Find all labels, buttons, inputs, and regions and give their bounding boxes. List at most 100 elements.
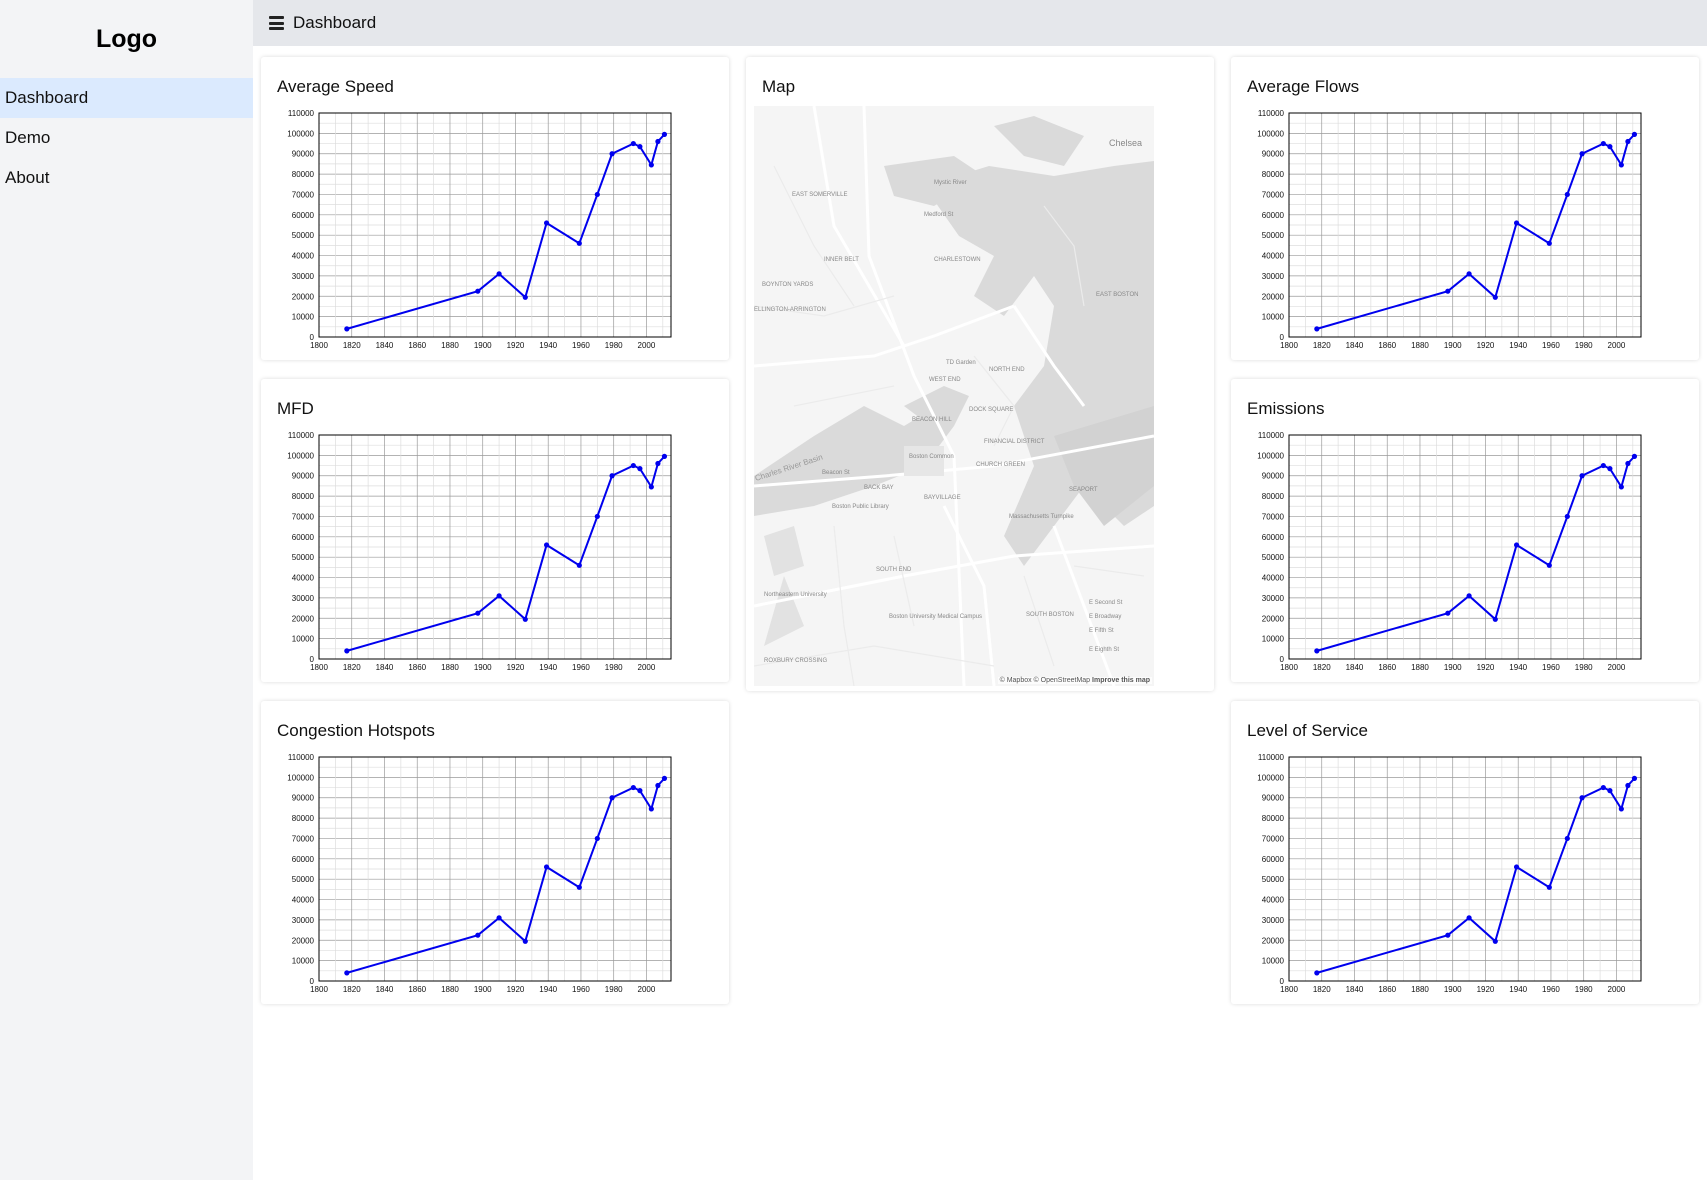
x-tick-label: 1820: [343, 341, 361, 350]
y-tick-label: 100000: [1257, 773, 1284, 782]
level-of-service-chart: 0 10000 20000 30000 40000 50000 60000 70000 8000…: [1257, 753, 1642, 994]
x-tick-label: 1880: [441, 985, 459, 994]
data-point: [1314, 326, 1320, 332]
map-label: DOCK SQUARE: [969, 407, 1013, 413]
y-tick-label: 30000: [292, 272, 315, 281]
y-tick-label: 110000: [288, 431, 315, 440]
x-tick-label: 1940: [1509, 663, 1527, 672]
improve-map-link[interactable]: Improve this map: [1092, 677, 1150, 684]
data-point: [661, 775, 668, 781]
data-point: [1607, 788, 1613, 794]
data-point: [1546, 884, 1552, 890]
data-point: [1631, 775, 1638, 781]
y-tick-label: 50000: [1262, 231, 1285, 240]
data-point: [594, 513, 600, 520]
sidebar: Logo Dashboard Demo About: [0, 0, 253, 1180]
top-bar: Dashboard: [253, 0, 1707, 46]
card-title: Average Speed: [277, 77, 394, 96]
sidebar-item-demo[interactable]: Demo: [5, 128, 51, 147]
y-tick-label: 70000: [292, 190, 315, 199]
data-point: [630, 140, 636, 147]
data-point: [1625, 782, 1631, 789]
average-speed-card: Average Speed 0 10000 20000 30000 40000 50000…: [261, 57, 729, 360]
map-attribution[interactable]: © Mapbox © OpenStreetMap Improve this ma…: [997, 677, 1152, 684]
y-tick-label: 60000: [1262, 211, 1285, 220]
x-tick-label: 1920: [1477, 985, 1495, 994]
y-tick-label: 50000: [292, 553, 315, 562]
x-tick-label: 1800: [310, 985, 328, 994]
data-point: [1618, 162, 1624, 168]
map-label: Massachusetts Turnpike: [1009, 514, 1074, 520]
data-point: [594, 835, 600, 842]
data-point: [1600, 140, 1606, 147]
x-tick-label: 1860: [1378, 341, 1396, 350]
y-tick-label: 90000: [1262, 794, 1285, 803]
card-title: Level of Service: [1247, 721, 1368, 740]
y-tick-label: 90000: [1262, 150, 1285, 159]
data-point: [1579, 473, 1585, 479]
mfd-card: MFD 0 10000 20000 30000 40000 50000 60000 70000…: [261, 379, 729, 682]
x-tick-label: 1900: [1444, 985, 1462, 994]
x-tick-label: 1840: [376, 341, 394, 350]
mfd-chart: 0 10000 20000 30000 40000 50000 60000 70000 8000…: [287, 431, 672, 672]
x-tick-label: 1900: [474, 663, 492, 672]
card-title: Congestion Hotspots: [277, 721, 435, 740]
y-tick-label: 60000: [292, 855, 315, 864]
map-label: SOUTH END: [876, 567, 912, 573]
map-tiles[interactable]: Chelsea CHARLESTOWN EAST SOMERVILLE INNE…: [754, 106, 1154, 686]
y-tick-label: 0: [310, 655, 315, 664]
data-point: [344, 326, 350, 332]
map-label: NORTH END: [989, 367, 1025, 373]
data-point: [1564, 191, 1570, 198]
y-tick-label: 20000: [1262, 292, 1285, 301]
sidebar-item-about[interactable]: About: [5, 168, 50, 187]
card-title: MFD: [277, 399, 314, 418]
data-point: [475, 288, 481, 294]
y-tick-label: 10000: [292, 313, 315, 322]
y-tick-label: 80000: [1262, 170, 1285, 179]
x-tick-label: 1840: [376, 985, 394, 994]
average-flows-chart: 0 10000 20000 30000 40000 50000 60000 70000 8000…: [1257, 109, 1642, 350]
data-point: [609, 795, 615, 801]
map-credit-text[interactable]: © Mapbox © OpenStreetMap: [999, 677, 1091, 684]
map-label: TD Garden: [946, 360, 976, 366]
y-tick-label: 0: [1280, 977, 1285, 986]
y-tick-label: 0: [310, 333, 315, 342]
map-canvas[interactable]: Chelsea CHARLESTOWN EAST SOMERVILLE INNE…: [754, 106, 1154, 686]
y-tick-label: 90000: [1262, 472, 1285, 481]
data-point: [344, 970, 350, 976]
x-tick-label: 1940: [539, 341, 557, 350]
x-tick-label: 1800: [1280, 663, 1298, 672]
x-tick-label: 1800: [310, 663, 328, 672]
y-tick-label: 40000: [1262, 896, 1285, 905]
x-tick-label: 1820: [343, 985, 361, 994]
data-point: [630, 462, 636, 469]
data-point: [630, 784, 636, 791]
y-tick-label: 50000: [1262, 553, 1285, 562]
y-tick-label: 70000: [292, 512, 315, 521]
y-tick-label: 100000: [1257, 129, 1284, 138]
y-tick-label: 90000: [292, 794, 315, 803]
data-point: [1607, 466, 1613, 472]
y-tick-label: 60000: [292, 533, 315, 542]
x-tick-label: 1860: [408, 341, 426, 350]
map-label: WEST END: [929, 377, 961, 383]
data-point: [344, 648, 350, 654]
x-tick-label: 1840: [1346, 663, 1364, 672]
hamburger-menu-icon[interactable]: [269, 16, 284, 30]
map-label: BOYNTON YARDS: [762, 282, 813, 288]
y-tick-label: 80000: [292, 492, 315, 501]
map-card: Map: [746, 57, 1214, 691]
data-point: [655, 782, 661, 789]
data-point: [1618, 484, 1624, 490]
y-tick-label: 20000: [1262, 614, 1285, 623]
data-point: [1600, 462, 1606, 469]
data-point: [576, 884, 582, 890]
data-point: [609, 473, 615, 479]
x-tick-label: 1980: [605, 341, 623, 350]
x-tick-label: 1900: [474, 985, 492, 994]
x-tick-label: 1900: [1444, 341, 1462, 350]
x-tick-label: 1840: [1346, 985, 1364, 994]
data-point: [1600, 784, 1606, 791]
sidebar-item-dashboard[interactable]: Dashboard: [0, 78, 253, 118]
